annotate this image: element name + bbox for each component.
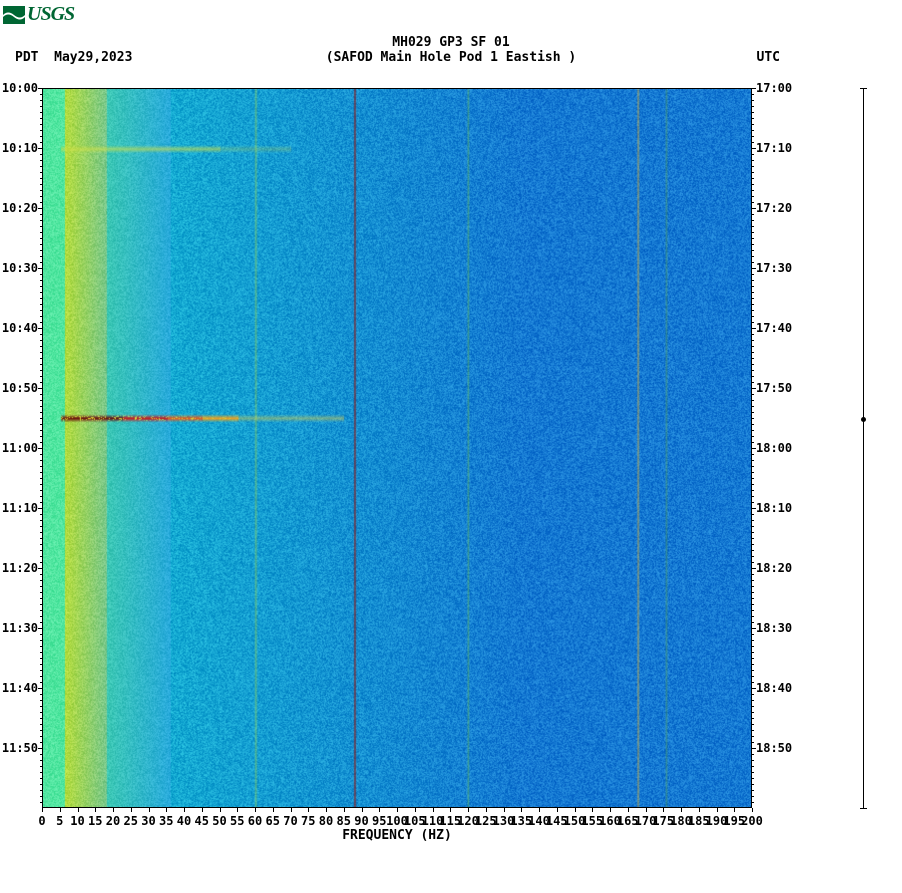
y-right-tick-label: 18:00 [756, 441, 792, 455]
x-tick-label: 20 [106, 814, 120, 828]
x-tick-label: 90 [354, 814, 368, 828]
y-left-tick-label: 10:30 [2, 261, 38, 275]
timezone-right: UTC [757, 50, 780, 65]
y-axis-right: 17:0017:1017:2017:3017:4017:5018:0018:10… [752, 88, 812, 808]
x-tick-label: 50 [212, 814, 226, 828]
x-tick-label: 30 [141, 814, 155, 828]
y-left-tick-label: 11:10 [2, 501, 38, 515]
x-tick-label: 40 [177, 814, 191, 828]
x-tick-label: 70 [283, 814, 297, 828]
y-right-tick-label: 18:20 [756, 561, 792, 575]
x-axis: 0510152025303540455055606570758085909510… [42, 808, 752, 828]
y-right-tick-label: 18:50 [756, 741, 792, 755]
y-axis-left: 10:0010:1010:2010:3010:4010:5011:0011:10… [0, 88, 42, 808]
x-tick-label: 35 [159, 814, 173, 828]
y-left-tick-label: 11:50 [2, 741, 38, 755]
x-tick-label: 45 [195, 814, 209, 828]
timezone-left: PDT May29,2023 [15, 50, 132, 65]
x-tick-label: 75 [301, 814, 315, 828]
y-right-tick-label: 17:40 [756, 321, 792, 335]
x-tick-label: 85 [337, 814, 351, 828]
y-left-tick-label: 11:30 [2, 621, 38, 635]
y-right-tick-label: 17:50 [756, 381, 792, 395]
y-right-tick-label: 17:10 [756, 141, 792, 155]
x-tick-label: 10 [70, 814, 84, 828]
usgs-wave-icon [3, 6, 25, 24]
amplitude-scale [863, 88, 864, 808]
y-left-tick-label: 11:40 [2, 681, 38, 695]
y-right-tick-label: 17:20 [756, 201, 792, 215]
y-right-tick-label: 18:40 [756, 681, 792, 695]
y-left-tick-label: 10:50 [2, 381, 38, 395]
y-left-tick-label: 10:10 [2, 141, 38, 155]
y-right-tick-label: 17:30 [756, 261, 792, 275]
x-tick-label: 65 [266, 814, 280, 828]
x-tick-label: 15 [88, 814, 102, 828]
x-tick-label: 95 [372, 814, 386, 828]
x-tick-label: 0 [38, 814, 45, 828]
y-right-tick-label: 18:10 [756, 501, 792, 515]
y-left-tick-label: 10:00 [2, 81, 38, 95]
usgs-logo-text: USGS [27, 3, 74, 26]
x-tick-label: 200 [741, 814, 763, 828]
y-right-tick-label: 17:00 [756, 81, 792, 95]
x-tick-label: 25 [124, 814, 138, 828]
spectrogram-canvas [43, 89, 751, 807]
usgs-logo: USGS [3, 3, 74, 26]
y-left-tick-label: 11:00 [2, 441, 38, 455]
x-tick-label: 80 [319, 814, 333, 828]
y-left-tick-label: 10:40 [2, 321, 38, 335]
x-tick-label: 60 [248, 814, 262, 828]
spectrogram-plot [42, 88, 752, 808]
y-right-tick-label: 18:30 [756, 621, 792, 635]
x-axis-label: FREQUENCY (HZ) [42, 828, 752, 843]
y-left-tick-label: 10:20 [2, 201, 38, 215]
y-left-tick-label: 11:20 [2, 561, 38, 575]
x-tick-label: 5 [56, 814, 63, 828]
x-tick-label: 55 [230, 814, 244, 828]
station-id: MH029 GP3 SF 01 [0, 35, 902, 50]
